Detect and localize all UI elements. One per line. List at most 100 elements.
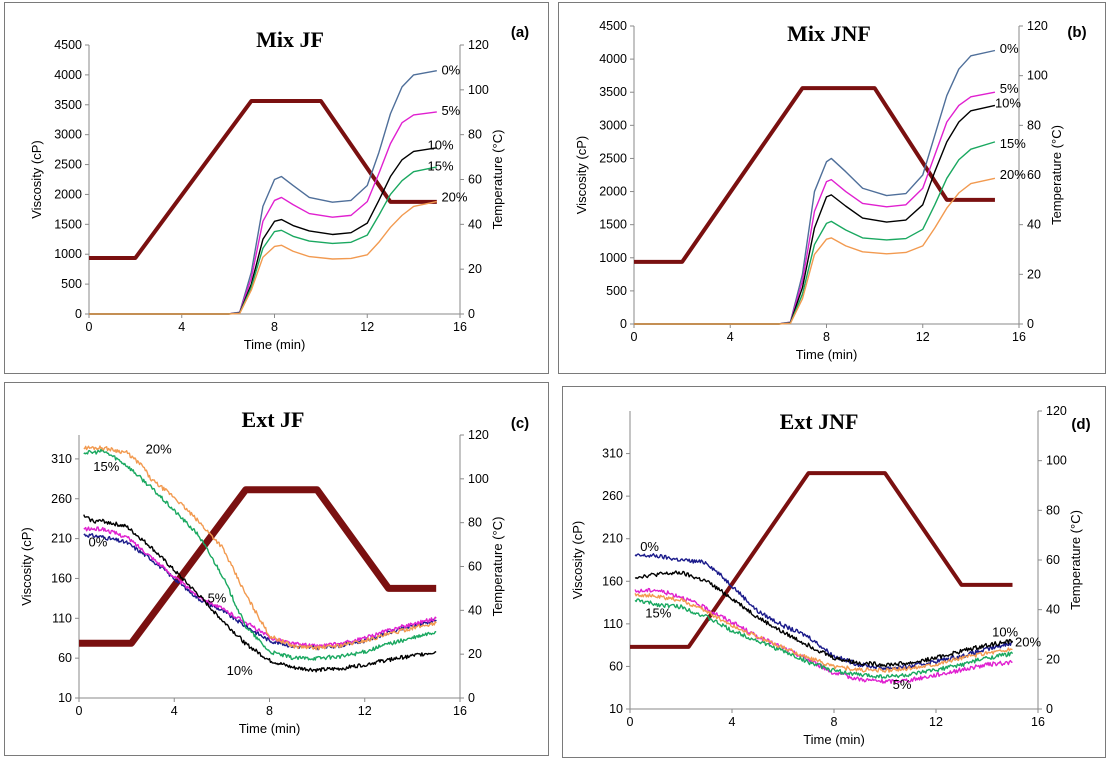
series-label-20pct: 20% [1000,167,1026,182]
series-label-20pct: 20% [441,189,467,204]
series-line-5pct [83,526,437,649]
series-line-0pct [634,49,996,325]
series-line-20pct [83,445,437,651]
y-tick-label: 0 [620,317,627,331]
x-tick-label: 12 [916,330,930,344]
chart-panel-a: 0 4 8 12 16 0 500 1000 1500 2000 2500 3000 3500 4000 4… [4,2,549,374]
y2-tick-label: 20 [468,262,482,276]
y-axis-label: Viscosity (cP) [574,136,589,215]
series-label-10pct: 10% [428,137,454,152]
y2-tick-label: 120 [468,428,489,442]
series-label-20pct: 20% [1015,635,1041,650]
series-line-0pct [89,70,437,315]
chart-title: Mix JNF [787,21,871,46]
series-line-5pct [634,587,1013,684]
y2-tick-label: 0 [468,307,475,321]
y-axis-label: Viscosity (cP) [29,140,44,219]
series-label-5pct: 5% [1000,81,1019,96]
series-label-15pct: 15% [1000,136,1026,151]
series-line-10pct [83,514,437,673]
chart-c-svg: 0 4 8 12 16 10 60 110 160 210 260 310 0 20 40 60 80 100 12… [19,407,529,736]
series-label-0pct: 0% [441,63,460,78]
panel-label: (d) [1071,416,1090,433]
series-label-15pct: 15% [93,459,119,474]
chart-b-svg: 0 4 8 12 16050010001500200025003000350040004… [574,19,1087,362]
y2-tick-label: 0 [1046,702,1053,716]
series-label-5pct: 5% [441,103,460,118]
y-tick-label: 110 [52,611,72,625]
y2-tick-label: 80 [468,516,482,530]
series-label-0pct: 0% [640,539,659,554]
x-axis-label: Time (min) [796,347,858,362]
series-line-20pct [634,593,1013,673]
x-tick-label: 16 [1012,330,1026,344]
y2-tick-label: 100 [1046,454,1067,468]
temperature-line [89,99,437,260]
series-line-20pct [89,200,437,315]
y-tick-label: 210 [602,532,623,546]
series-line-20pct [634,177,996,325]
y-tick-label: 2500 [54,158,82,172]
panel-label: (b) [1067,24,1086,41]
y-tick-label: 160 [602,574,623,588]
y2-tick-label: 100 [468,83,489,97]
x-tick-label: 8 [266,704,273,718]
series-line-10pct [89,147,437,315]
y-axis-label: Viscosity (cP) [19,527,34,606]
y-tick-label: 1500 [54,217,82,231]
series-label-10pct: 10% [227,663,253,678]
x-tick-label: 8 [271,320,278,334]
series-line-5pct [634,91,996,325]
x-tick-label: 12 [929,715,943,729]
x-tick-label: 16 [453,704,467,718]
y2-tick-label: 0 [468,691,475,705]
x-tick-label: 4 [171,704,178,718]
chart-panel-d: 0 4 8 12 16 10 60 110 160 210 260 310 0 20 40 60 80 100 12… [562,386,1106,758]
y2-tick-label: 100 [1027,69,1048,83]
series-label-10pct: 10% [995,95,1021,110]
y-tick-label: 10 [58,691,72,705]
series-label-0pct: 0% [89,535,108,550]
series-line-10pct [634,570,1014,668]
y-tick-label: 260 [51,492,72,506]
series-label-5pct: 5% [208,590,227,605]
y2-tick-label: 80 [468,128,482,142]
y2-tick-label: 120 [468,38,489,52]
x-tick-label: 16 [1031,715,1045,729]
panel-label: (a) [511,24,529,41]
x-axis-label: Time (min) [803,732,865,747]
x-tick-label: 4 [729,715,736,729]
x-tick-label: 12 [360,320,374,334]
y-tick-label: 1000 [599,251,627,265]
temperature-line [79,486,437,647]
x-tick-label: 4 [727,330,734,344]
y-tick-label: 4500 [599,19,627,33]
y2-tick-label: 20 [468,647,482,661]
y-tick-label: 4500 [54,38,82,52]
x-tick-label: 4 [178,320,185,334]
y-tick-label: 1000 [54,247,82,261]
series-line-15pct [634,598,1014,679]
x-tick-label: 8 [823,330,830,344]
y2-axis-label: Temperature (°C) [1068,510,1083,610]
chart-panel-c: 0 4 8 12 16 10 60 110 160 210 260 310 0 20 40 60 80 100 12… [4,382,549,756]
y-tick-label: 3500 [54,98,82,112]
x-tick-label: 0 [86,320,93,334]
y2-tick-label: 40 [1027,218,1041,232]
y-tick-label: 10 [609,702,623,716]
chart-a: 0 4 8 12 16050010001500200025003000350040004… [29,24,529,352]
series-line-5pct [89,111,437,315]
series-label-20pct: 20% [146,441,172,456]
x-tick-label: 0 [631,330,638,344]
chart-c: 0 4 8 12 16 10 60 110 160 210 260 310 0 20 40 60 80 100 12… [19,407,529,736]
y2-tick-label: 20 [1046,652,1060,666]
chart-title: Ext JNF [780,409,859,434]
y2-tick-label: 120 [1027,19,1048,33]
y-tick-label: 310 [602,447,623,461]
x-axis-label: Time (min) [239,721,301,736]
y2-tick-label: 0 [1027,317,1034,331]
chart-a-svg: 0 4 8 12 16050010001500200025003000350040004… [29,24,529,352]
y-tick-label: 2500 [599,151,627,165]
x-tick-label: 0 [76,704,83,718]
y-tick-label: 3000 [599,118,627,132]
